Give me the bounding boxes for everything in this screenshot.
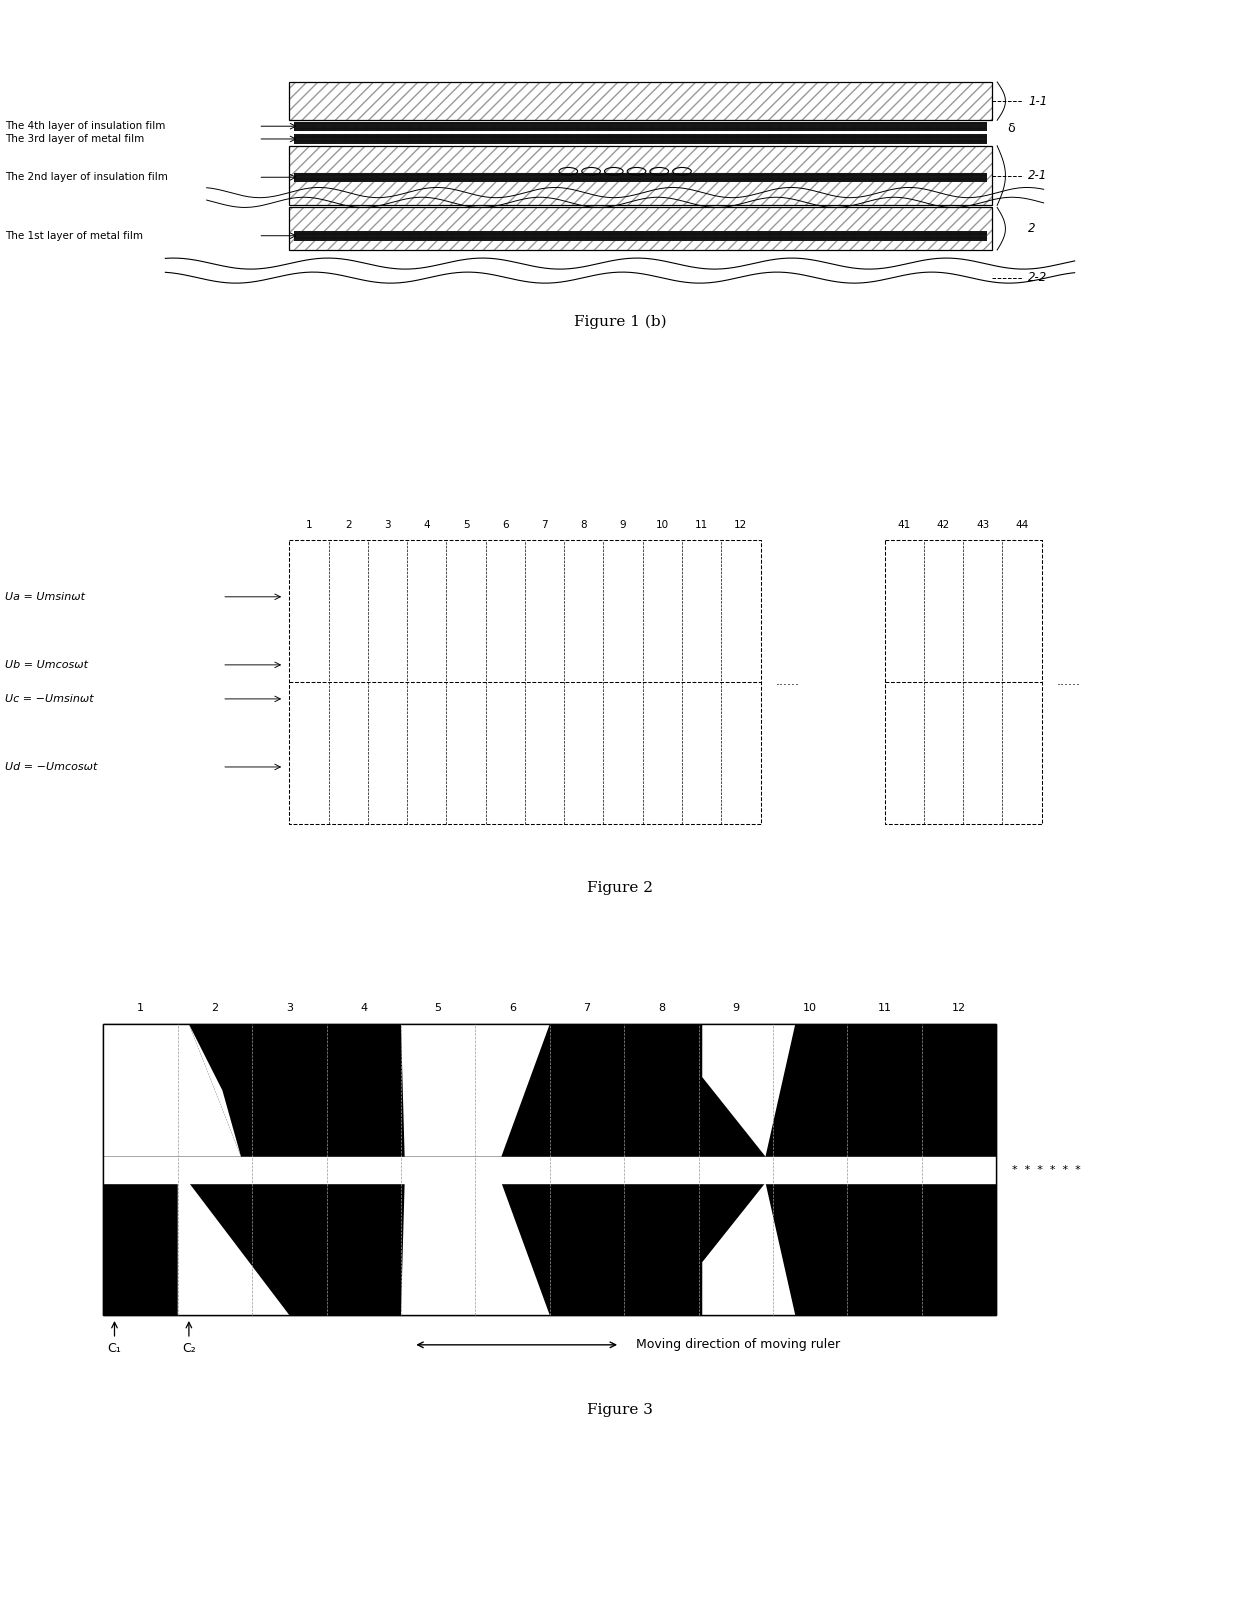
Text: 12: 12 — [952, 1003, 966, 1013]
Text: 3: 3 — [384, 520, 391, 530]
Text: Figure 2: Figure 2 — [587, 881, 653, 896]
Text: 9: 9 — [620, 520, 626, 530]
Text: 4: 4 — [360, 1003, 367, 1013]
Polygon shape — [103, 1024, 996, 1314]
Text: 44: 44 — [1016, 520, 1029, 530]
Polygon shape — [702, 1183, 795, 1314]
Polygon shape — [103, 1024, 241, 1157]
Text: 11: 11 — [694, 520, 708, 530]
Text: 4: 4 — [423, 520, 430, 530]
Text: 2: 2 — [345, 520, 352, 530]
Text: 5: 5 — [435, 1003, 441, 1013]
Text: 6: 6 — [510, 1003, 516, 1013]
Text: 42: 42 — [936, 520, 950, 530]
Text: 8: 8 — [657, 1003, 665, 1013]
Text: 7: 7 — [583, 1003, 590, 1013]
Text: 1: 1 — [305, 520, 312, 530]
Text: 1-1: 1-1 — [1028, 95, 1048, 108]
Text: The 1st layer of metal film: The 1st layer of metal film — [5, 231, 143, 241]
Text: Figure 1 (b): Figure 1 (b) — [574, 315, 666, 329]
Text: 5: 5 — [463, 520, 470, 530]
Polygon shape — [702, 1024, 795, 1157]
Polygon shape — [294, 173, 987, 181]
Text: 12: 12 — [734, 520, 748, 530]
Text: 43: 43 — [976, 520, 990, 530]
Text: 2: 2 — [211, 1003, 218, 1013]
Text: 6: 6 — [502, 520, 508, 530]
Text: δ: δ — [1007, 122, 1016, 135]
Text: 7: 7 — [541, 520, 548, 530]
Text: Ud = −Umcosωt: Ud = −Umcosωt — [5, 762, 98, 772]
Polygon shape — [188, 1024, 241, 1157]
Text: Ub = Umcosωt: Ub = Umcosωt — [5, 660, 88, 669]
Text: Figure 3: Figure 3 — [587, 1403, 653, 1417]
Text: ......: ...... — [1056, 676, 1081, 689]
Polygon shape — [401, 1024, 549, 1157]
Polygon shape — [177, 1183, 289, 1314]
Text: Ua = Umsinωt: Ua = Umsinωt — [5, 592, 86, 602]
Polygon shape — [294, 231, 987, 241]
Polygon shape — [294, 122, 987, 132]
Text: 9: 9 — [732, 1003, 739, 1013]
Text: 2-1: 2-1 — [1028, 169, 1048, 181]
Polygon shape — [401, 1183, 549, 1314]
Text: 8: 8 — [580, 520, 588, 530]
Text: Moving direction of moving ruler: Moving direction of moving ruler — [635, 1339, 839, 1351]
Text: 1: 1 — [138, 1003, 144, 1013]
Text: ......: ...... — [776, 676, 800, 689]
Text: The 3rd layer of metal film: The 3rd layer of metal film — [5, 133, 144, 144]
Text: *  *  *  *  *  *: * * * * * * — [1012, 1165, 1080, 1175]
Text: C₁: C₁ — [108, 1342, 122, 1355]
Text: 3: 3 — [286, 1003, 293, 1013]
Text: 10: 10 — [804, 1003, 817, 1013]
Text: 2-2: 2-2 — [1028, 271, 1048, 284]
Text: 41: 41 — [898, 520, 911, 530]
Text: Uc = −Umsinωt: Uc = −Umsinωt — [5, 693, 94, 705]
Text: C₂: C₂ — [182, 1342, 196, 1355]
Text: 10: 10 — [656, 520, 668, 530]
Text: The 4th layer of insulation film: The 4th layer of insulation film — [5, 122, 166, 132]
Polygon shape — [294, 135, 987, 144]
Text: 2: 2 — [1028, 221, 1035, 236]
Text: 11: 11 — [878, 1003, 892, 1013]
Text: The 2nd layer of insulation film: The 2nd layer of insulation film — [5, 172, 169, 183]
